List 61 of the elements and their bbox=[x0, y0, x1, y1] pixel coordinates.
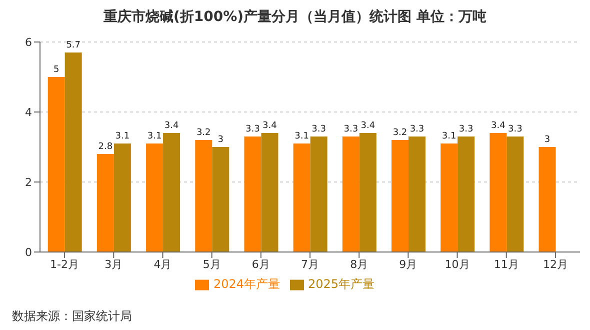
bar bbox=[163, 133, 180, 252]
data-label: 3.1 bbox=[115, 132, 130, 142]
legend-label: 2025年产量 bbox=[308, 277, 375, 291]
bar bbox=[538, 147, 556, 252]
legend-label: 2024年产量 bbox=[213, 277, 280, 291]
data-label: 3.1 bbox=[294, 132, 309, 142]
data-label: 3 bbox=[544, 135, 550, 145]
data-label: 3.2 bbox=[196, 128, 211, 138]
bar bbox=[310, 136, 328, 252]
data-label: 3.1 bbox=[147, 132, 162, 142]
data-label: 3.4 bbox=[262, 121, 278, 131]
source-note: 数据来源：国家统计局 bbox=[12, 308, 132, 325]
data-label: 3.3 bbox=[508, 124, 522, 134]
data-label: 3.1 bbox=[442, 132, 456, 142]
data-label: 3.3 bbox=[344, 124, 358, 134]
x-tick-label: 3月 bbox=[104, 258, 123, 271]
bar bbox=[261, 133, 278, 252]
data-label: 3.3 bbox=[458, 124, 474, 134]
x-tick-label: 7月 bbox=[301, 258, 319, 271]
bar bbox=[391, 140, 408, 252]
bar bbox=[293, 144, 310, 252]
data-label: 3.3 bbox=[312, 124, 326, 134]
y-tick-label: 6 bbox=[25, 36, 32, 49]
bar bbox=[114, 144, 131, 252]
x-tick-label: 6月 bbox=[252, 258, 270, 271]
bar bbox=[506, 136, 524, 252]
data-label: 3.4 bbox=[360, 121, 376, 131]
data-label: 3.2 bbox=[392, 128, 408, 138]
bar bbox=[146, 144, 164, 252]
data-label: 5.7 bbox=[66, 40, 81, 50]
x-tick-label: 11月 bbox=[494, 258, 519, 271]
y-tick-label: 2 bbox=[25, 176, 32, 189]
x-tick-label: 5月 bbox=[202, 258, 221, 271]
bar bbox=[440, 144, 458, 252]
x-tick-label: 10月 bbox=[444, 258, 470, 271]
bar bbox=[458, 136, 475, 252]
y-tick-label: 4 bbox=[25, 106, 32, 119]
x-tick-label: 12月 bbox=[542, 258, 568, 271]
bar bbox=[244, 136, 262, 252]
x-tick-label: 1-2月 bbox=[50, 258, 80, 271]
data-label: 2.8 bbox=[98, 142, 113, 152]
x-tick-label: 9月 bbox=[399, 258, 418, 271]
x-tick-label: 4月 bbox=[154, 258, 172, 271]
data-label: 3.3 bbox=[410, 124, 424, 134]
chart-title: 重庆市烧碱(折100%)产量分月（当月值）统计图 单位：万吨 bbox=[102, 8, 488, 26]
data-label: 3.4 bbox=[491, 121, 506, 131]
bar bbox=[359, 133, 376, 252]
bar bbox=[490, 133, 507, 252]
bar bbox=[342, 136, 360, 252]
y-tick-label: 0 bbox=[25, 246, 32, 259]
data-label: 3 bbox=[218, 135, 224, 145]
bar bbox=[408, 136, 426, 252]
bar bbox=[195, 140, 212, 252]
data-label: 3.4 bbox=[164, 121, 179, 131]
data-label: 5 bbox=[53, 65, 60, 75]
bar bbox=[212, 147, 230, 252]
bar bbox=[64, 52, 82, 252]
bar bbox=[96, 154, 114, 252]
bar bbox=[48, 77, 65, 252]
data-label: 3.3 bbox=[246, 124, 260, 134]
x-tick-label: 8月 bbox=[350, 258, 368, 271]
